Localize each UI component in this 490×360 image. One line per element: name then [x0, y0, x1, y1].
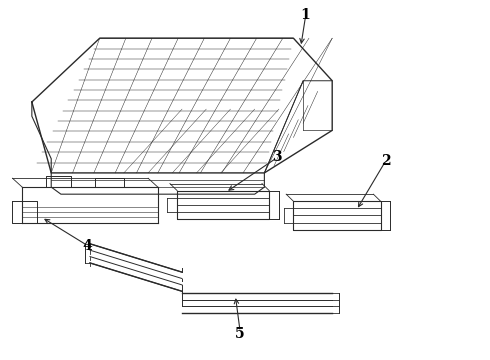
- Text: 1: 1: [301, 8, 311, 22]
- Text: 2: 2: [381, 153, 391, 167]
- Text: 4: 4: [83, 239, 93, 253]
- Text: 3: 3: [271, 150, 281, 164]
- Text: 5: 5: [235, 327, 245, 341]
